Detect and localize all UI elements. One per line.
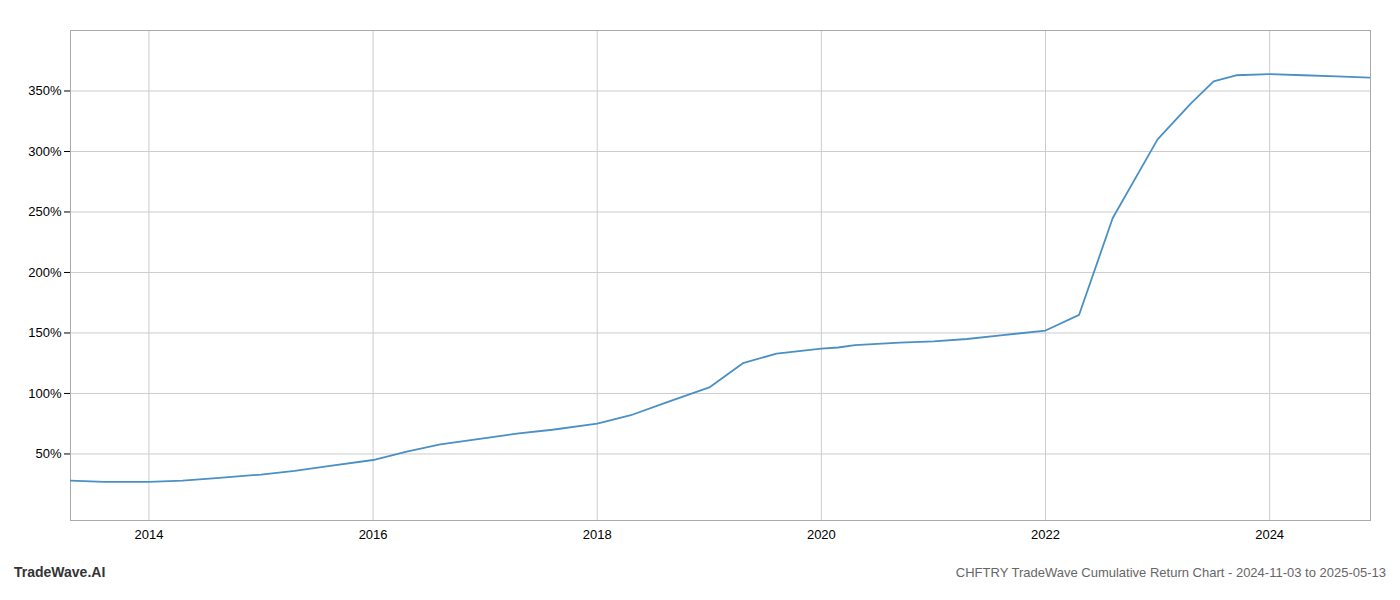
svg-text:50%: 50% [35,446,61,461]
svg-text:150%: 150% [28,325,62,340]
svg-text:300%: 300% [28,144,62,159]
svg-text:200%: 200% [28,265,62,280]
svg-text:2014: 2014 [134,527,163,542]
svg-text:100%: 100% [28,386,62,401]
svg-text:2022: 2022 [1031,527,1060,542]
html-text:CHFTRY TradeWave Cumulative Re: CHFTRY TradeWave Cumulative Return Chart… [955,565,1386,580]
svg-text:350%: 350% [28,83,62,98]
svg-text:2024: 2024 [1255,527,1284,542]
html-text:TradeWave.AI: TradeWave.AI [14,564,106,580]
svg-text:2018: 2018 [583,527,612,542]
svg-text:2020: 2020 [807,527,836,542]
svg-text:2016: 2016 [359,527,388,542]
svg-text:250%: 250% [28,204,62,219]
